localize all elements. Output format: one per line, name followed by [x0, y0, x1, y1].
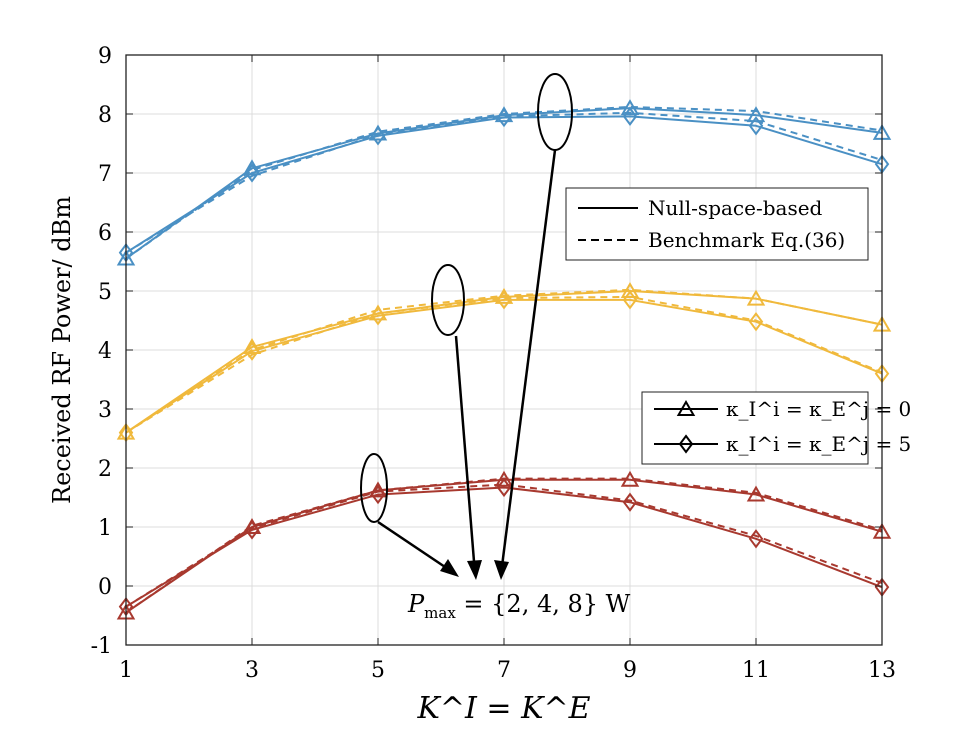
- legend-diamond-marker: [678, 434, 694, 454]
- y-tick-label: 5: [98, 280, 112, 305]
- y-tick-label: 6: [98, 221, 112, 246]
- series-1: [125, 105, 883, 260]
- series-line: [125, 288, 883, 434]
- legend-dashed-label: Benchmark Eq.(36): [648, 228, 845, 252]
- series-3: [125, 111, 883, 254]
- annotation-group: Pmax = {2, 4, 8} W: [360, 73, 631, 622]
- arrow-8w-head: [494, 560, 509, 580]
- arrow-8w-line: [499, 149, 557, 575]
- series-line: [125, 298, 883, 434]
- x-tick-label: 1: [119, 658, 133, 683]
- legend-marker-box: [641, 391, 869, 465]
- data-point-marker: [746, 485, 766, 502]
- series-line: [125, 111, 883, 254]
- data-point-marker: [748, 312, 764, 332]
- arrow-4w-line: [454, 335, 477, 575]
- y-tick-label: 2: [98, 457, 112, 482]
- data-point-marker: [746, 106, 766, 123]
- arrow-4w-head: [467, 560, 482, 580]
- pmax-annotation: Pmax = {2, 4, 8} W: [407, 590, 631, 622]
- y-tick-label: 4: [98, 339, 112, 364]
- data-point-marker: [370, 484, 386, 505]
- y-axis-label: Received RF Power/ dBm: [48, 196, 76, 504]
- data-point-marker: [244, 341, 260, 361]
- x-tick-label: 9: [623, 658, 637, 683]
- data-point-marker: [746, 289, 766, 306]
- x-tick-label: 11: [742, 658, 770, 683]
- y-tick-label: 9: [98, 44, 112, 69]
- legend-marker: κ_I^i = κ_E^j = 0 κ_I^i = κ_E^j = 5: [641, 391, 911, 465]
- series-line: [125, 295, 883, 434]
- series-5: [125, 288, 883, 434]
- arrow-2w-head: [440, 559, 459, 577]
- y-tick-label: 8: [98, 103, 112, 128]
- pmax-values: = {2, 4, 8} W: [456, 590, 631, 618]
- pmax-subscript: max: [424, 604, 456, 622]
- legend-solid-label: Null-space-based: [648, 196, 823, 220]
- legend-triangle-label: κ_I^i = κ_E^j = 0: [726, 397, 911, 421]
- data-point-marker: [496, 107, 512, 128]
- series-line: [125, 105, 883, 260]
- y-tick-label: 3: [98, 398, 112, 423]
- series-7: [125, 295, 883, 434]
- legend-diamond-label: κ_I^i = κ_E^j = 5: [726, 432, 911, 456]
- series-group: [116, 99, 892, 620]
- data-point-marker: [370, 306, 386, 326]
- y-tick-label: 1: [98, 516, 112, 541]
- series-line: [125, 115, 883, 254]
- ellipse-2w: [360, 453, 388, 523]
- series-11: [125, 483, 883, 608]
- x-tick-label: 5: [371, 658, 385, 683]
- arrow-2w-line: [377, 520, 455, 575]
- x-tick-label: 13: [868, 658, 896, 683]
- data-point-marker: [244, 520, 260, 540]
- y-tick-label: -1: [91, 634, 112, 659]
- series-line: [125, 483, 883, 608]
- legend-linestyle: Null-space-based Benchmark Eq.(36): [565, 187, 869, 261]
- ellipse-4w: [431, 264, 465, 336]
- legend-linestyle-box: [565, 187, 869, 261]
- x-tick-label: 7: [497, 658, 511, 683]
- legend-triangle-marker: [676, 399, 696, 416]
- y-tick-label: 7: [98, 162, 112, 187]
- series-line: [125, 107, 883, 260]
- x-tick-label: 3: [245, 658, 259, 683]
- pmax-symbol: P: [407, 590, 425, 618]
- data-point-marker: [242, 159, 262, 176]
- data-point-marker: [244, 163, 260, 183]
- data-point-marker: [748, 529, 764, 549]
- data-point-marker: [370, 126, 386, 146]
- x-axis-label: K^I = K^E: [416, 691, 590, 726]
- y-tick-label: 0: [98, 575, 112, 600]
- series-line: [125, 486, 883, 608]
